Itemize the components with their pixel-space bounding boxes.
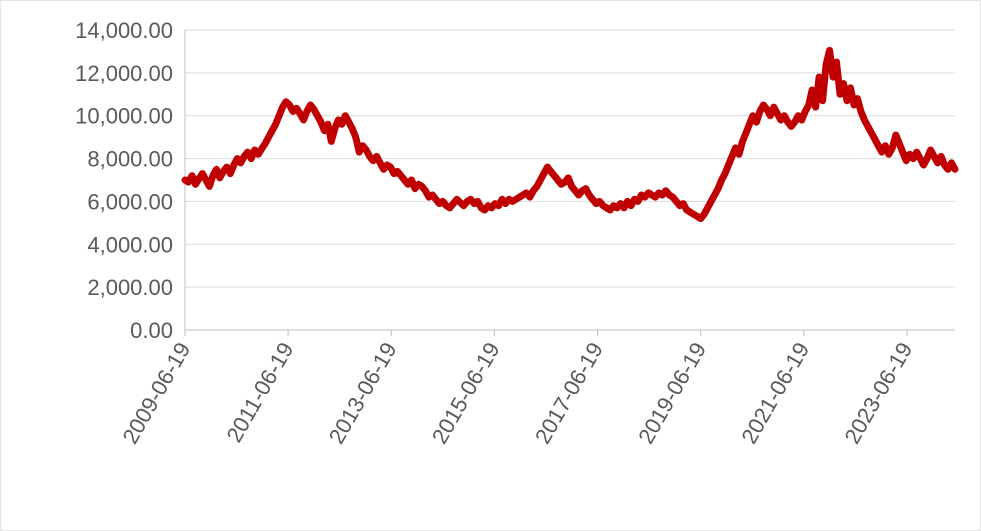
- y-tick-label: 4,000.00: [87, 232, 173, 257]
- y-tick-label: 6,000.00: [87, 189, 173, 214]
- y-tick-label: 2,000.00: [87, 275, 173, 300]
- y-tick-label: 10,000.00: [75, 104, 173, 129]
- y-tick-label: 8,000.00: [87, 147, 173, 172]
- line-chart: 0.00 2,000.00 4,000.00 6,000.00 8,000.00 10,0…: [0, 0, 981, 531]
- y-tick-label: 14,000.00: [75, 18, 173, 43]
- y-tick-label: 12,000.00: [75, 61, 173, 86]
- y-tick-label: 0.00: [130, 318, 173, 343]
